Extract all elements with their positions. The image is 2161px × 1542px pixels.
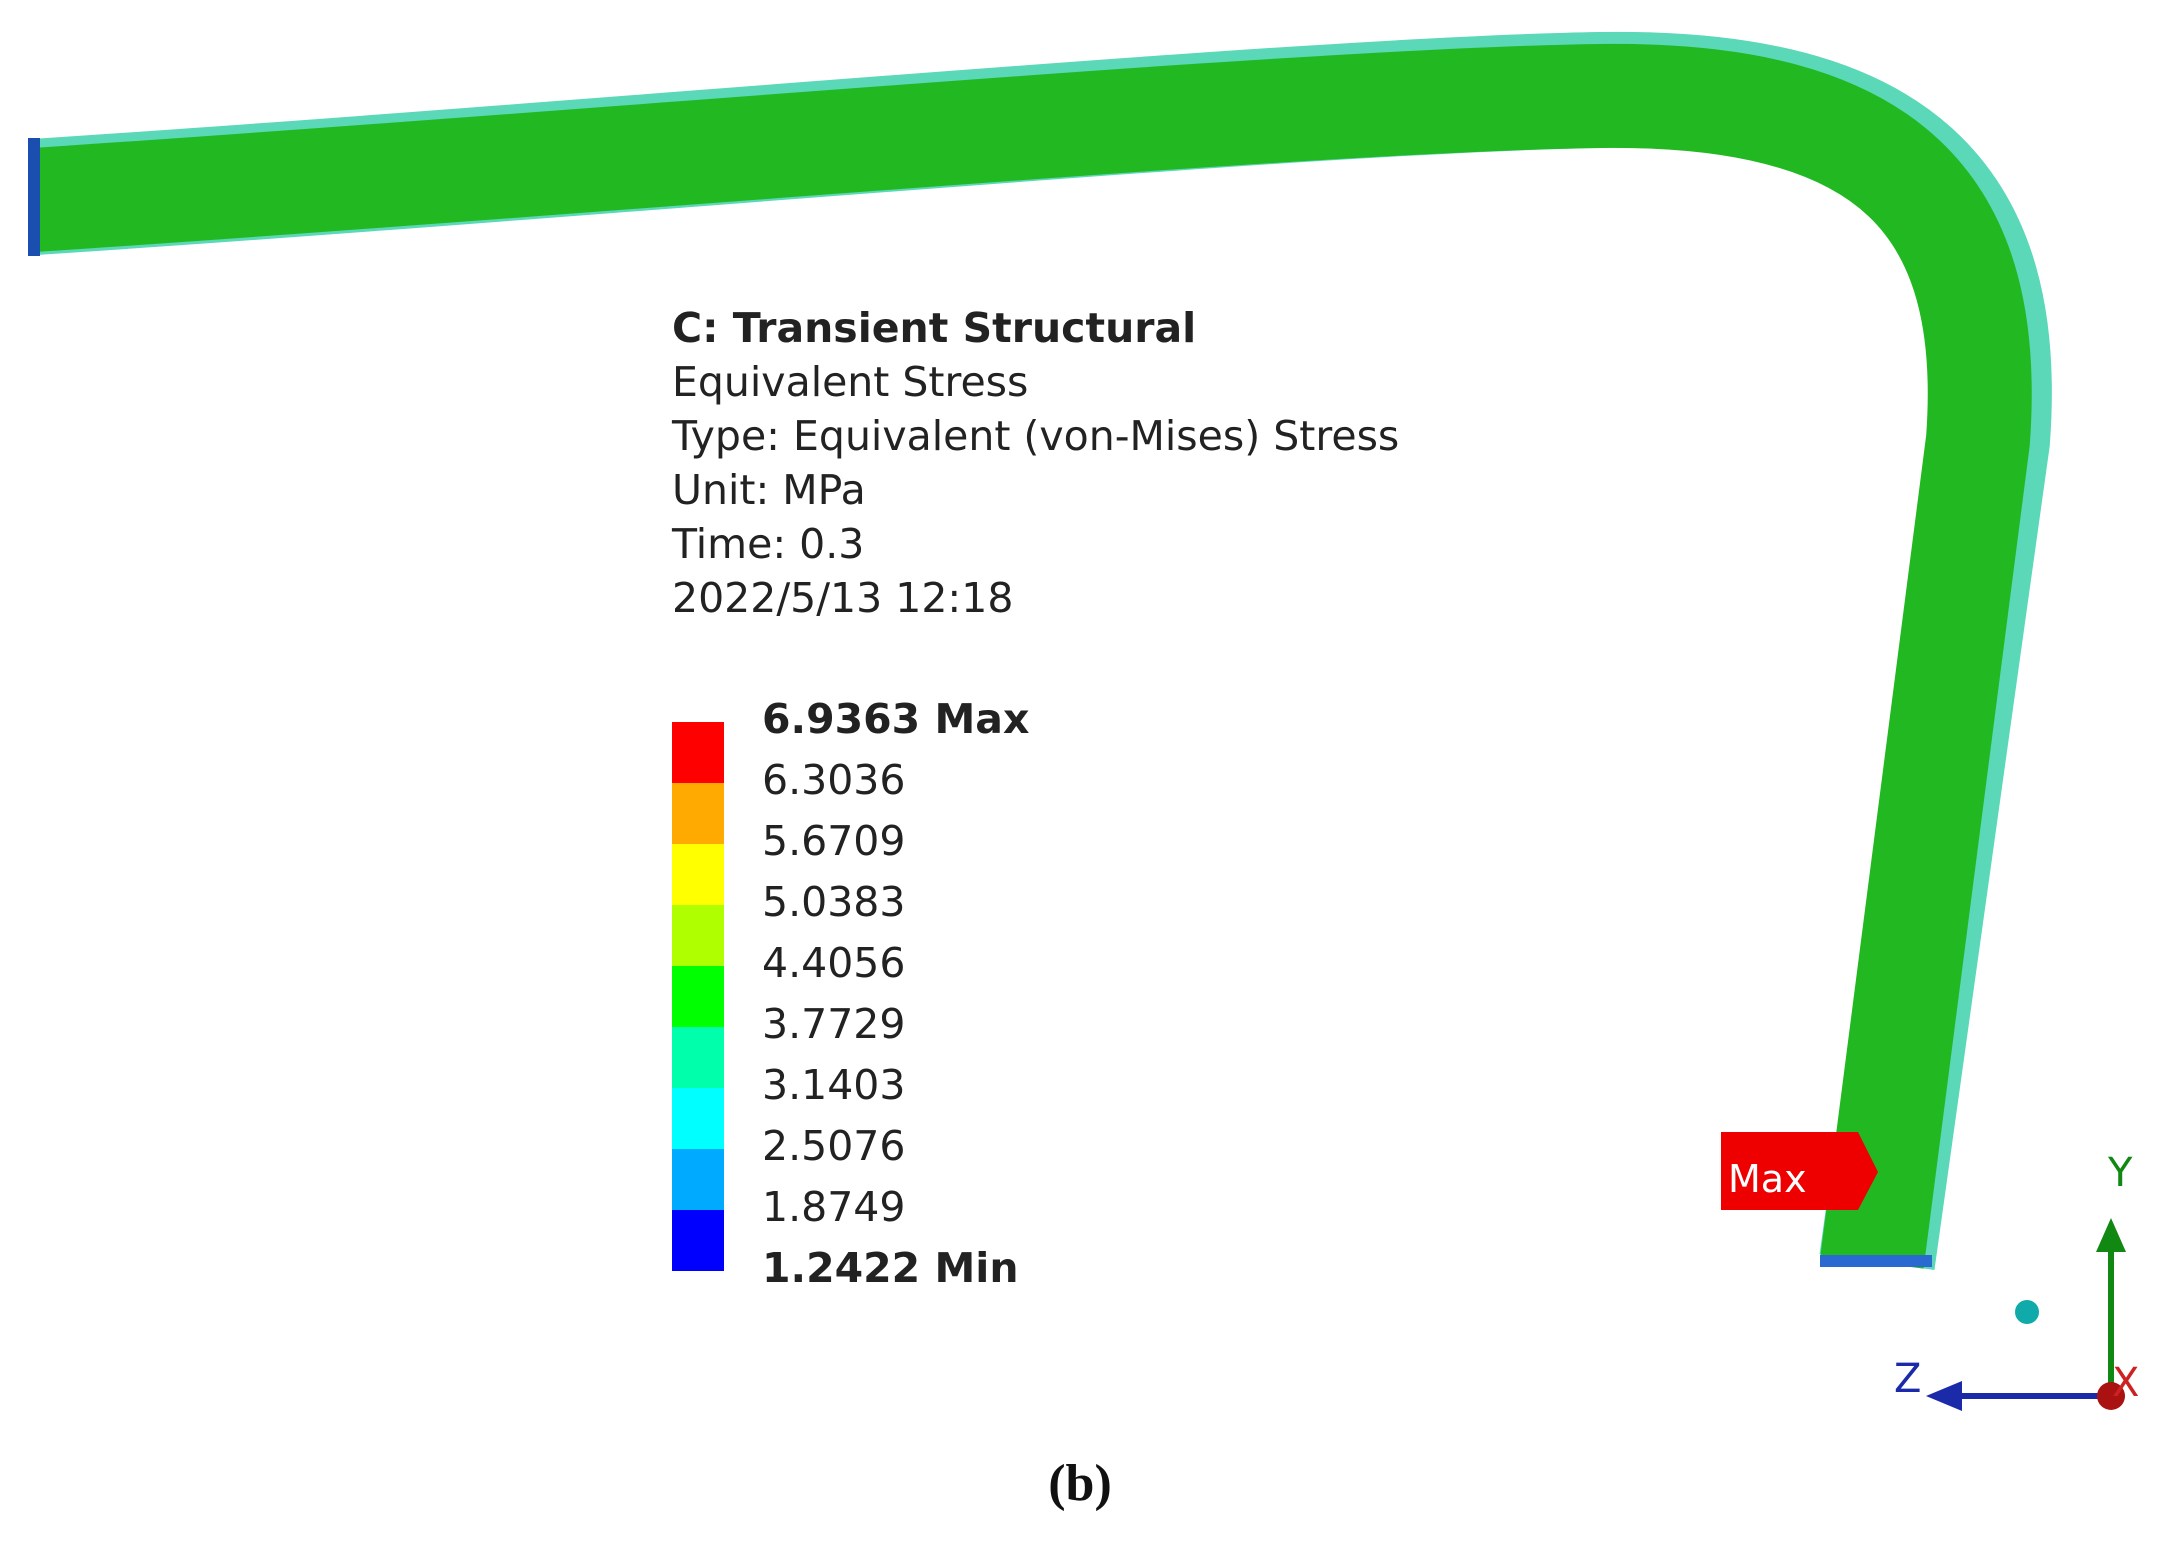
legend-label: 6.3036 xyxy=(762,756,905,804)
legend-label: 5.6709 xyxy=(762,817,905,865)
result-line: Unit: MPa xyxy=(672,466,866,514)
legend-band xyxy=(672,1088,724,1149)
legend-band xyxy=(672,1210,724,1271)
legend-band xyxy=(672,783,724,844)
pipe xyxy=(28,31,2052,1271)
legend-band xyxy=(672,905,724,966)
z-axis-label: Z xyxy=(1894,1356,1921,1402)
legend-label: 3.7729 xyxy=(762,1000,905,1048)
caption: (b) xyxy=(1048,1455,1112,1512)
result-line: Time: 0.3 xyxy=(671,520,864,568)
legend-label: 6.9363 Max xyxy=(762,695,1029,743)
result-line: Equivalent Stress xyxy=(672,358,1028,406)
y-axis-label: Y xyxy=(2107,1150,2133,1196)
legend-band xyxy=(672,844,724,905)
max-probe: Max xyxy=(1721,1132,1878,1210)
probe-label: Max xyxy=(1728,1157,1807,1201)
legend-label: 3.1403 xyxy=(762,1061,905,1109)
x-axis-label: X xyxy=(2112,1360,2139,1406)
result-line: Type: Equivalent (von-Mises) Stress xyxy=(671,412,1399,460)
result-line: 2022/5/13 12:18 xyxy=(672,574,1013,622)
legend-band xyxy=(672,722,724,783)
legend-band xyxy=(672,1027,724,1088)
legend-label: 5.0383 xyxy=(762,878,905,926)
legend-label: 1.8749 xyxy=(762,1183,905,1231)
legend-label: 1.2422 Min xyxy=(762,1244,1019,1292)
result-title: C: Transient Structural xyxy=(672,304,1196,352)
legend-band xyxy=(672,966,724,1027)
legend-band xyxy=(672,1149,724,1210)
legend-label: 4.4056 xyxy=(762,939,905,987)
axis-triad: Y Z X xyxy=(1894,1150,2139,1411)
legend-label: 2.5076 xyxy=(762,1122,905,1170)
